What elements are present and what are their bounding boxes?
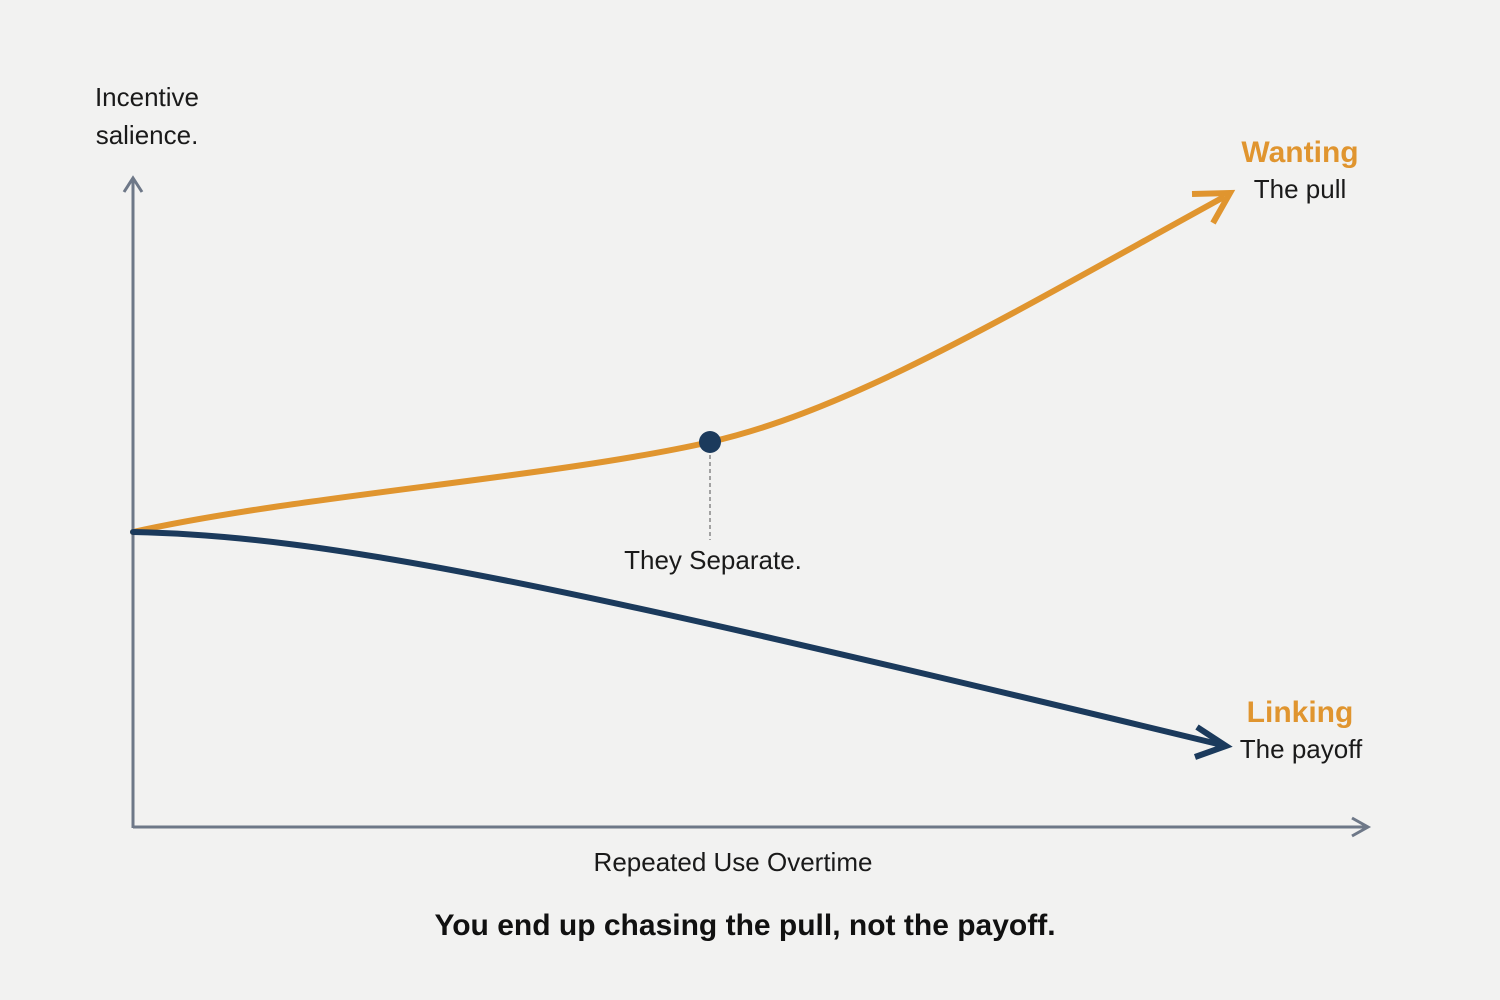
- separation-dot: [699, 431, 721, 453]
- caption: You end up chasing the pull, not the pay…: [434, 909, 1055, 942]
- wanting-curve: [130, 195, 1225, 535]
- x-label: Repeated Use Overtime: [594, 847, 873, 877]
- curve-subtitle: The pull: [1254, 174, 1347, 204]
- wanting-arrow: [1191, 189, 1236, 225]
- y-label: Incentive: [95, 82, 199, 112]
- linking-arrow: [1193, 724, 1233, 760]
- curve-subtitle: The payoff: [1240, 734, 1363, 764]
- curve-title: Linking: [1247, 696, 1354, 729]
- curve-title: Wanting: [1241, 136, 1358, 169]
- x-axis-arrow: [1351, 816, 1372, 838]
- axes: [122, 175, 1372, 838]
- annotation: They Separate.: [624, 545, 802, 575]
- linking-curve: [130, 529, 1225, 748]
- y-label: salience.: [96, 120, 199, 150]
- y-axis-arrow: [122, 175, 144, 193]
